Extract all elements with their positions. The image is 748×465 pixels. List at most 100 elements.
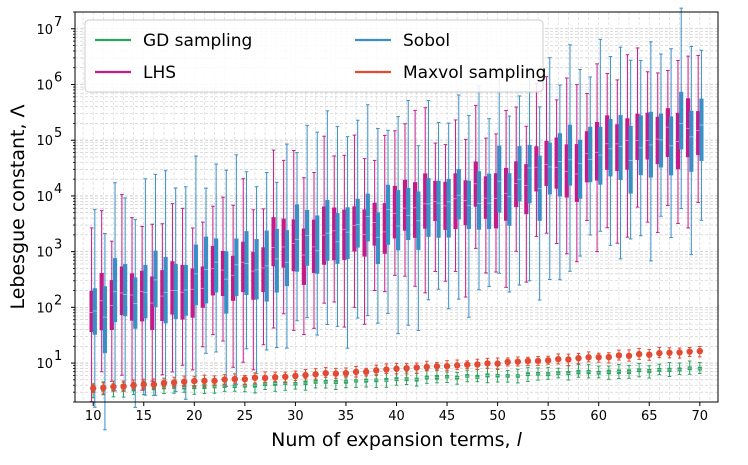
median-marker [474,361,481,368]
box [365,193,370,242]
median-marker [110,383,117,390]
median-marker [302,371,309,379]
x-tick-label: 70 [692,409,709,424]
box [342,209,347,260]
median-marker [585,354,592,361]
box [503,167,509,221]
box [655,116,660,165]
legend-label: Maxvol sampling [403,63,546,83]
box [594,121,600,181]
box [524,164,529,215]
y-tick-label-base: 10 [36,23,53,38]
box [487,173,492,230]
x-tick-label: 50 [489,409,506,424]
box [497,145,502,213]
box [163,256,168,324]
median-marker [100,384,107,391]
box [456,169,461,220]
box [109,280,114,330]
median-marker [373,367,380,374]
box [315,215,320,274]
y-tick-label: 10 [36,23,53,38]
box [615,124,620,171]
median-marker [403,364,410,372]
box [517,146,522,202]
box [244,231,249,296]
x-tick-label: 10 [85,409,102,424]
x-tick-label: 15 [135,409,152,424]
y-tick-label: 10 [36,190,53,205]
box [544,140,549,186]
median-marker [170,379,178,386]
box [193,244,199,306]
legend: GD sampling LHS Sobol Maxvol sampling [84,19,546,93]
box [527,144,532,204]
legend-box [84,19,544,93]
median-marker [383,366,390,373]
median-marker [221,376,228,383]
box [291,219,296,272]
median-marker [201,377,208,385]
box [413,182,418,238]
box [699,98,704,161]
median-marker [443,362,451,370]
x-tick-label: 55 [540,409,557,424]
box [574,144,579,202]
median-marker [322,369,329,377]
box [210,245,216,296]
median-marker [231,375,238,383]
median-marker [362,368,370,376]
box [224,251,229,314]
box [635,113,640,160]
box [382,203,387,254]
box [564,144,569,198]
y-tick-label-exponent: 5 [54,126,62,141]
median-marker [524,357,532,365]
box [173,263,178,319]
y-tick-label: 10 [36,301,53,316]
x-tick-label: 35 [338,409,355,424]
box [547,142,552,195]
median-marker [312,371,319,378]
y-tick-label-base: 10 [36,246,53,261]
box [231,255,236,301]
legend-entry: Maxvol sampling [355,63,546,83]
x-tick-label: 40 [388,409,405,424]
box [507,173,512,226]
x-tick-label: 60 [590,409,607,424]
box [89,290,94,332]
y-tick-label-exponent: 7 [54,15,62,30]
box [301,228,306,285]
box [675,112,681,170]
box [305,210,310,266]
axis-ticks: 10 15 20 25 30 35 40 45 50 55 60 65 7010110210310410… [36,11,709,424]
median-marker [423,363,431,371]
median-marker [555,355,562,363]
box [112,258,118,323]
box [685,98,691,158]
box [493,173,499,229]
median-marker [241,376,249,383]
series-lhs [89,47,701,403]
box [261,247,266,293]
median-marker [160,379,168,387]
plot-data [89,7,704,431]
median-marker [544,357,552,364]
box [453,173,458,230]
median-marker [646,351,653,358]
box [385,184,391,245]
box [588,126,593,183]
box [406,187,411,241]
median-marker [393,365,400,372]
box [567,124,573,186]
median-marker [453,362,461,369]
y-tick-label-base: 10 [36,190,53,205]
box [665,108,670,158]
box [343,379,349,384]
box [119,266,125,315]
series-maxvol-sampling [89,345,704,395]
median-marker [271,374,279,381]
box [355,198,360,248]
legend-entry: LHS [95,63,176,83]
